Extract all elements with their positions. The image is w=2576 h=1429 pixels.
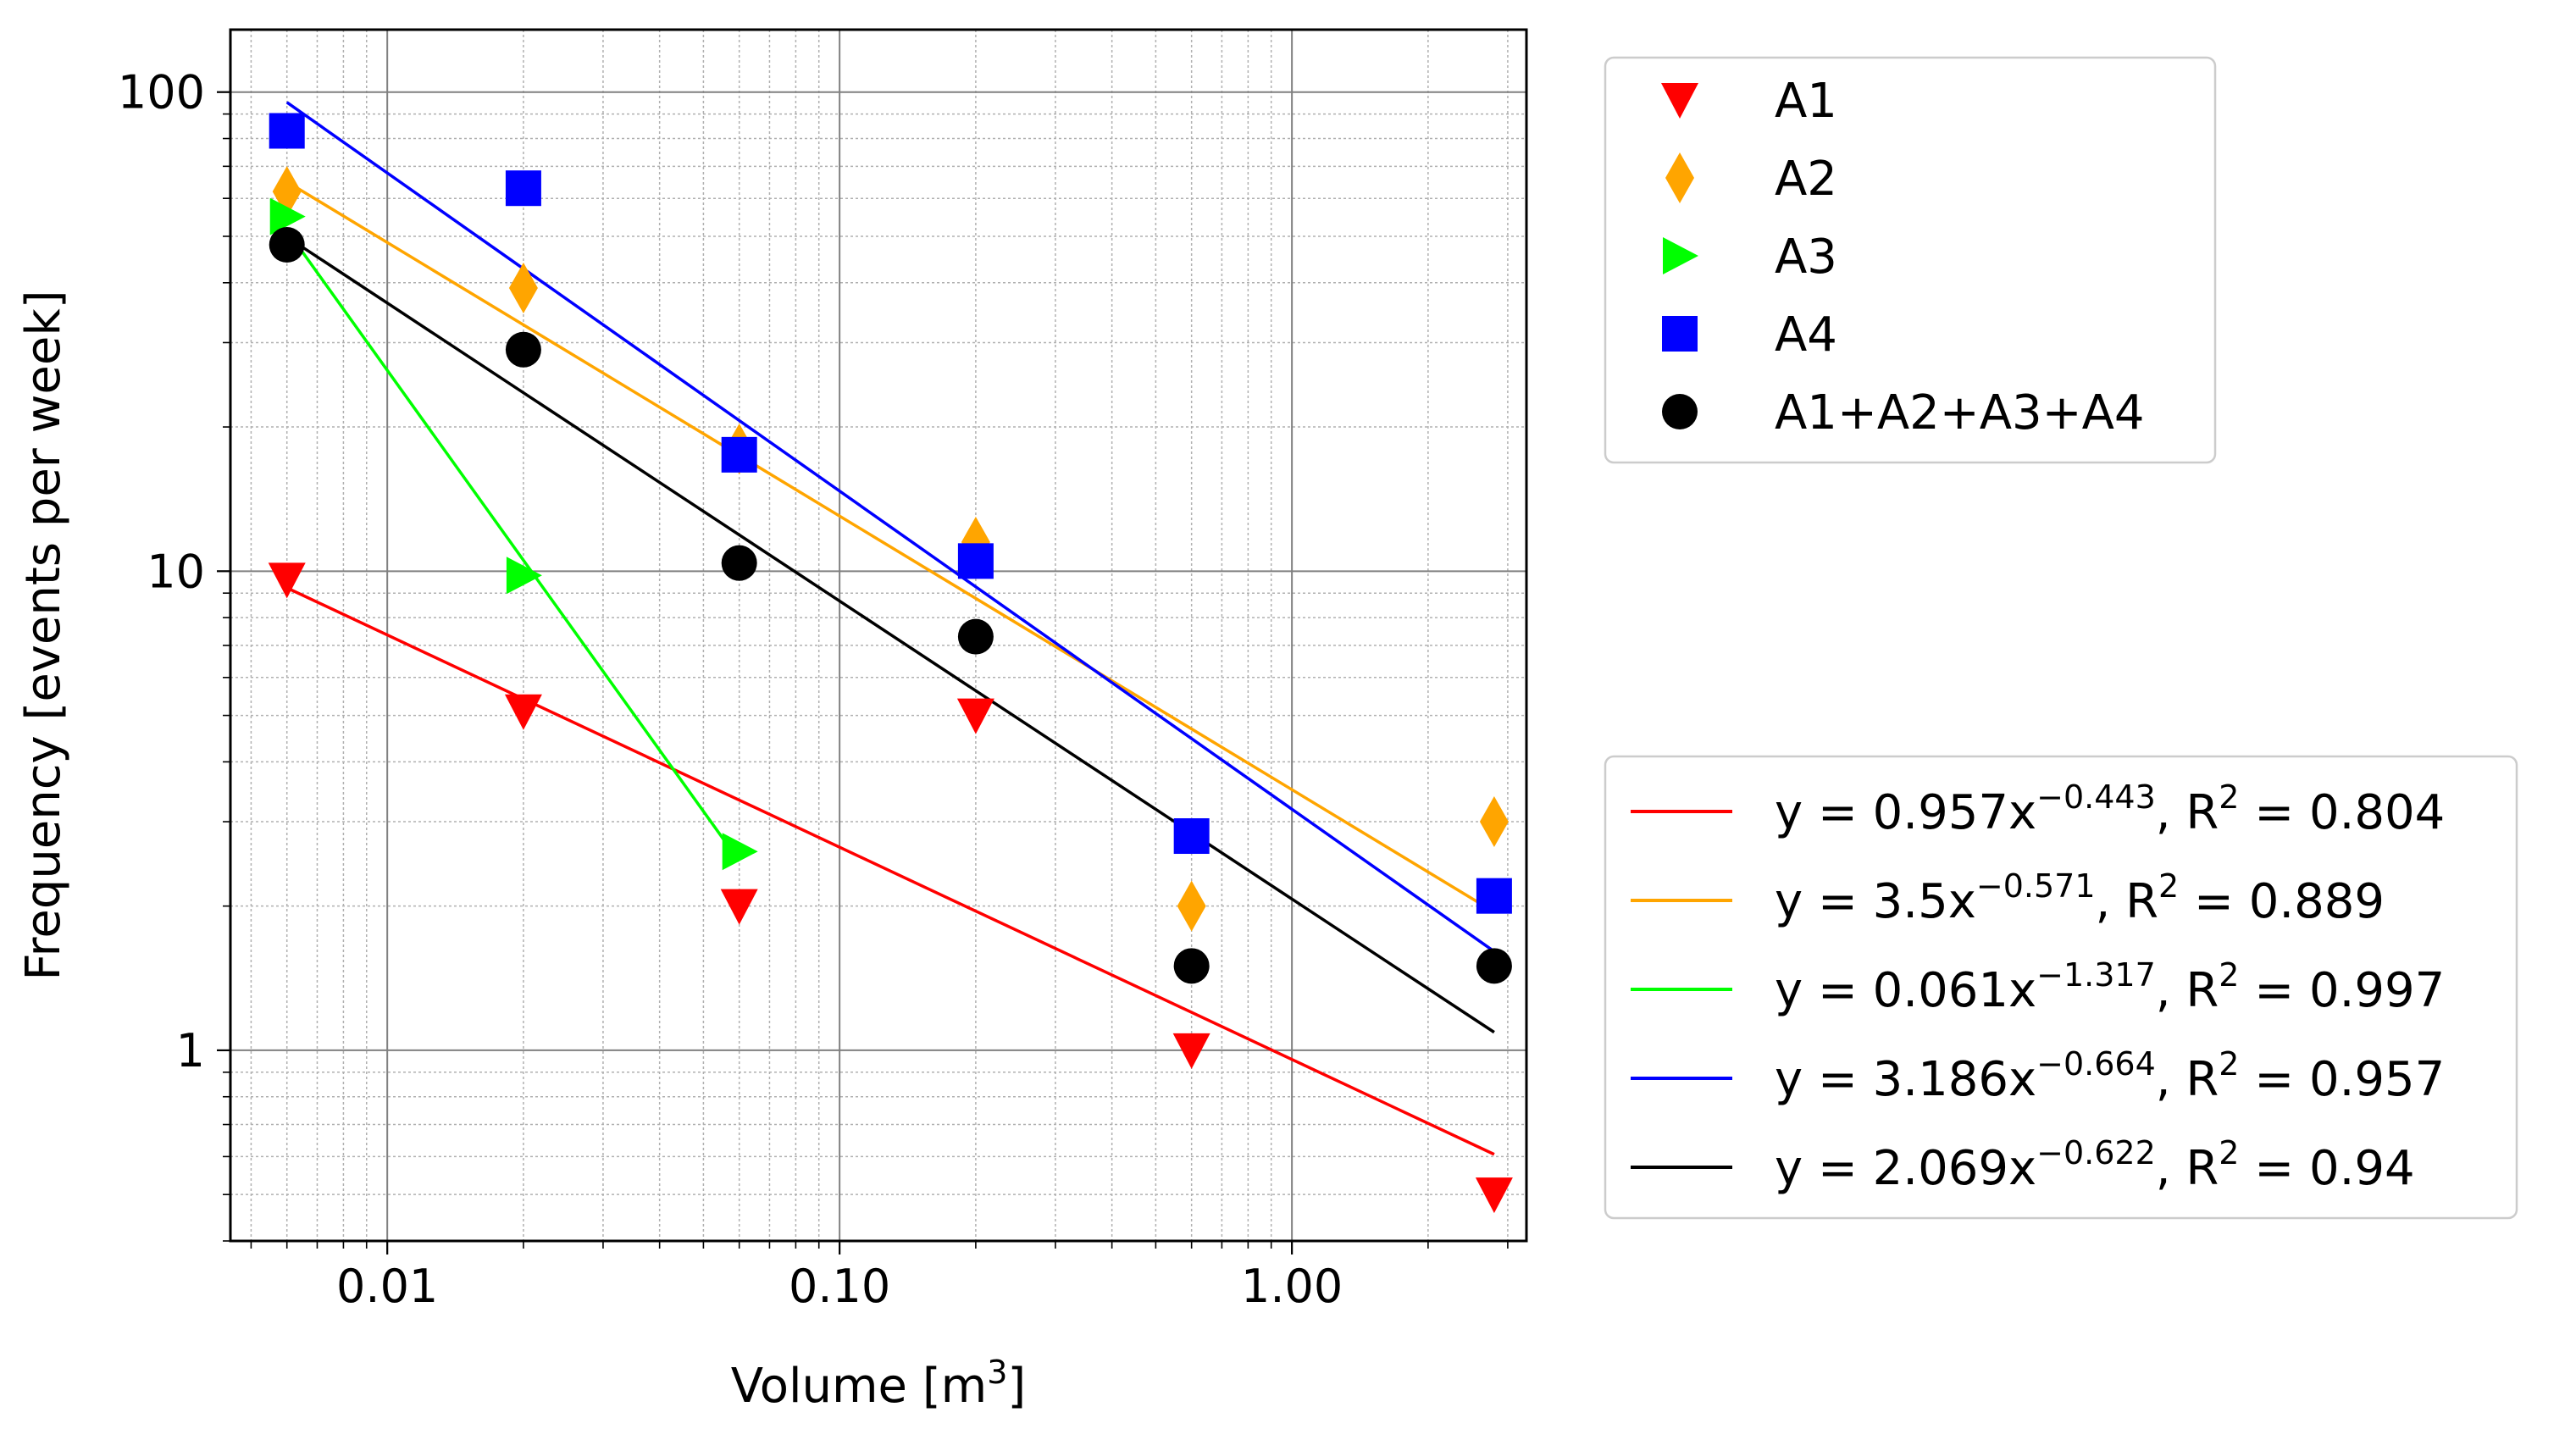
legend-fit-equation: y = 3.186x−0.664, R2 = 0.957 bbox=[1775, 1045, 2445, 1107]
legend-fits-box bbox=[1604, 755, 2518, 1220]
y-axis-label: Frequency [events per week] bbox=[16, 290, 71, 980]
data-point-a1 bbox=[956, 698, 994, 734]
data-point-a1-a2-a3-a4 bbox=[269, 227, 305, 263]
data-point-a1 bbox=[1172, 1033, 1210, 1069]
fit-line-1 bbox=[285, 586, 1495, 1156]
data-point-a3 bbox=[269, 197, 306, 235]
tick-labels: 0.01 0.10 1.00 1 10 100 bbox=[118, 66, 1343, 1313]
legend-label: A3 bbox=[1775, 230, 1837, 285]
legend-label: A1+A2+A3+A4 bbox=[1775, 385, 2145, 440]
legend-marker-a1 bbox=[1661, 83, 1698, 119]
data-point-a4 bbox=[269, 113, 305, 149]
fit-line-3 bbox=[285, 229, 741, 862]
data-point-a1 bbox=[720, 889, 758, 925]
legend-label: A1 bbox=[1775, 74, 1837, 129]
data-point-a1-a2-a3-a4 bbox=[721, 545, 757, 581]
data-points bbox=[268, 113, 1513, 1214]
y-tick-label: 1 bbox=[176, 1024, 205, 1077]
fit-line-5 bbox=[285, 235, 1495, 1034]
data-point-a1-a2-a3-a4 bbox=[1476, 948, 1512, 984]
y-tick-label: 10 bbox=[147, 545, 205, 598]
data-point-a1-a2-a3-a4 bbox=[1173, 948, 1210, 984]
x-tick-label: 0.01 bbox=[336, 1260, 438, 1313]
legend-marker-a1-a2-a3-a4 bbox=[1662, 394, 1698, 429]
legend-fits: y = 0.957x−0.443, R2 = 0.804 y = 3.5x−0.5… bbox=[1604, 755, 2518, 1220]
legend-marker-a2 bbox=[1665, 152, 1694, 203]
x-tick-label: 1.00 bbox=[1241, 1260, 1343, 1313]
fit-line-2 bbox=[285, 180, 1495, 914]
fit-line-4 bbox=[285, 101, 1495, 953]
x-tick-label: 0.10 bbox=[789, 1260, 890, 1313]
data-point-a2 bbox=[1479, 796, 1509, 848]
data-point-a1 bbox=[1475, 1177, 1513, 1214]
legend-marker-a3 bbox=[1663, 237, 1698, 274]
data-point-a1 bbox=[504, 694, 542, 730]
legend-fit-equation: y = 3.5x−0.571, R2 = 0.889 bbox=[1775, 867, 2385, 929]
data-point-a1-a2-a3-a4 bbox=[505, 331, 541, 368]
legend-markers-box bbox=[1604, 56, 2217, 464]
legend-label: A2 bbox=[1775, 152, 1837, 207]
legend-fit-equation: y = 2.069x−0.622, R2 = 0.94 bbox=[1775, 1134, 2415, 1196]
data-point-a4 bbox=[505, 170, 541, 207]
data-point-a1 bbox=[268, 562, 306, 599]
data-point-a1-a2-a3-a4 bbox=[957, 618, 994, 655]
data-point-a2 bbox=[1177, 880, 1206, 932]
data-point-a4 bbox=[1476, 878, 1512, 914]
axis-ticks bbox=[217, 91, 1509, 1255]
data-point-a2 bbox=[508, 263, 538, 314]
data-point-a3 bbox=[506, 557, 542, 595]
legend-marker-a4 bbox=[1662, 316, 1698, 352]
data-point-a4 bbox=[957, 543, 994, 579]
legend-fit-equation: y = 0.957x−0.443, R2 = 0.804 bbox=[1775, 778, 2445, 840]
y-tick-label: 100 bbox=[118, 66, 205, 119]
data-point-a3 bbox=[722, 833, 758, 871]
legend-markers: A1 A2 A3 A4 A1+A2+A3+A4 bbox=[1604, 56, 2217, 464]
legend-fit-equation: y = 0.061x−1.317, R2 = 0.997 bbox=[1775, 956, 2445, 1018]
plot-area-frame bbox=[229, 28, 1528, 1243]
x-axis-label: Volume [m3] bbox=[731, 1354, 1027, 1414]
data-point-a4 bbox=[1173, 818, 1210, 855]
data-point-a4 bbox=[721, 436, 757, 473]
fit-lines bbox=[285, 101, 1495, 1156]
legend-label: A4 bbox=[1775, 307, 1837, 363]
